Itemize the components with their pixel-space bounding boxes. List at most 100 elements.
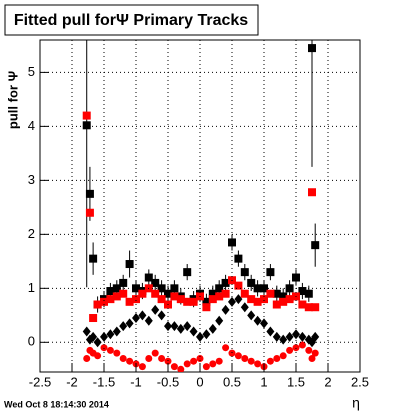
square-marker (272, 300, 281, 309)
square-marker (157, 284, 166, 293)
diamond-marker (189, 326, 198, 337)
diamond-marker (170, 321, 179, 332)
diamond-marker (247, 310, 256, 321)
x-tick-label: -0.5 (157, 374, 179, 389)
square-marker (285, 284, 294, 293)
square-marker (151, 278, 160, 287)
square-marker (208, 295, 217, 304)
y-tick-label: 3 (28, 172, 35, 187)
y-tick-label: 5 (28, 64, 35, 79)
circle-marker (215, 357, 223, 365)
square-marker (125, 297, 134, 306)
circle-marker (202, 363, 210, 371)
square-marker (308, 188, 316, 197)
diamond-marker (240, 302, 249, 313)
square-marker (247, 295, 256, 304)
circle-marker (209, 360, 217, 368)
diamond-marker (164, 321, 172, 332)
square-marker (132, 295, 140, 304)
plot-area (82, 40, 320, 372)
circle-marker (308, 355, 316, 363)
diamond-marker (292, 329, 300, 340)
circle-marker (273, 355, 281, 363)
x-tick-label: 2 (324, 374, 331, 389)
diamond-marker (221, 304, 230, 315)
square-marker (253, 297, 262, 306)
square-marker (144, 273, 153, 282)
x-axis-label: η (352, 395, 360, 411)
diamond-marker (208, 323, 217, 334)
circle-marker (170, 363, 178, 371)
circle-marker (292, 344, 300, 352)
square-marker (89, 314, 98, 323)
circle-marker (190, 357, 198, 365)
square-marker (285, 295, 294, 304)
diamond-marker (82, 326, 91, 337)
circle-marker (94, 352, 102, 360)
square-marker (266, 268, 275, 277)
diamond-marker (93, 337, 102, 348)
chart-title: Fitted pull forΨ Primary Tracks (14, 12, 248, 29)
square-marker (106, 295, 115, 304)
diamond-marker (266, 326, 275, 337)
square-marker (202, 297, 211, 306)
y-tick-label: 2 (28, 226, 35, 241)
circle-marker (151, 349, 159, 357)
diamond-marker (260, 318, 268, 329)
y-axis-label: pull for Ψ (5, 71, 20, 129)
square-marker (308, 44, 316, 53)
square-marker (93, 300, 102, 309)
square-marker (82, 111, 91, 120)
square-marker (215, 292, 224, 301)
diamond-marker (151, 304, 160, 315)
square-marker (234, 281, 243, 290)
y-tick-label: 0 (28, 334, 35, 349)
square-marker (157, 295, 166, 304)
square-marker (164, 289, 172, 298)
diamond-marker (112, 326, 121, 337)
diamond-marker (285, 331, 294, 342)
footer-date: Wed Oct 8 18:14:30 2014 (4, 399, 109, 409)
circle-marker (305, 346, 313, 354)
square-marker (138, 289, 147, 298)
x-tick-label: -1.5 (93, 374, 115, 389)
diamond-marker (138, 310, 147, 321)
diamond-marker (253, 315, 262, 326)
square-marker (119, 278, 128, 287)
diamond-marker (144, 315, 153, 326)
square-marker (221, 289, 230, 298)
circle-marker (254, 360, 262, 368)
square-marker (100, 297, 108, 306)
square-marker (266, 289, 275, 298)
diamond-marker (106, 329, 115, 340)
square-marker (272, 289, 281, 298)
circle-marker (83, 355, 91, 363)
square-marker (298, 300, 307, 309)
square-marker (240, 289, 249, 298)
diamond-marker (272, 331, 281, 342)
x-tick-label: -2 (66, 374, 78, 389)
x-tick-label: -1 (130, 374, 142, 389)
square-marker (304, 303, 313, 312)
circle-marker (286, 346, 294, 354)
y-tick-label: 4 (28, 118, 35, 133)
square-marker (82, 121, 91, 130)
x-tick-label: 2.5 (351, 374, 369, 389)
circle-marker (311, 349, 319, 357)
circle-marker (222, 344, 230, 352)
x-tick-label: 1 (260, 374, 267, 389)
x-tick-label: 0 (196, 374, 203, 389)
circle-marker (279, 352, 287, 360)
square-marker (221, 278, 230, 287)
circle-marker (119, 355, 127, 363)
title-box (4, 4, 259, 36)
circle-marker (138, 363, 146, 371)
square-marker (119, 289, 128, 298)
square-marker (253, 284, 262, 293)
square-marker (176, 295, 185, 304)
diamond-marker (298, 331, 307, 342)
square-marker (112, 292, 121, 301)
x-tick-label: 0.5 (223, 374, 241, 389)
square-marker (183, 268, 192, 277)
